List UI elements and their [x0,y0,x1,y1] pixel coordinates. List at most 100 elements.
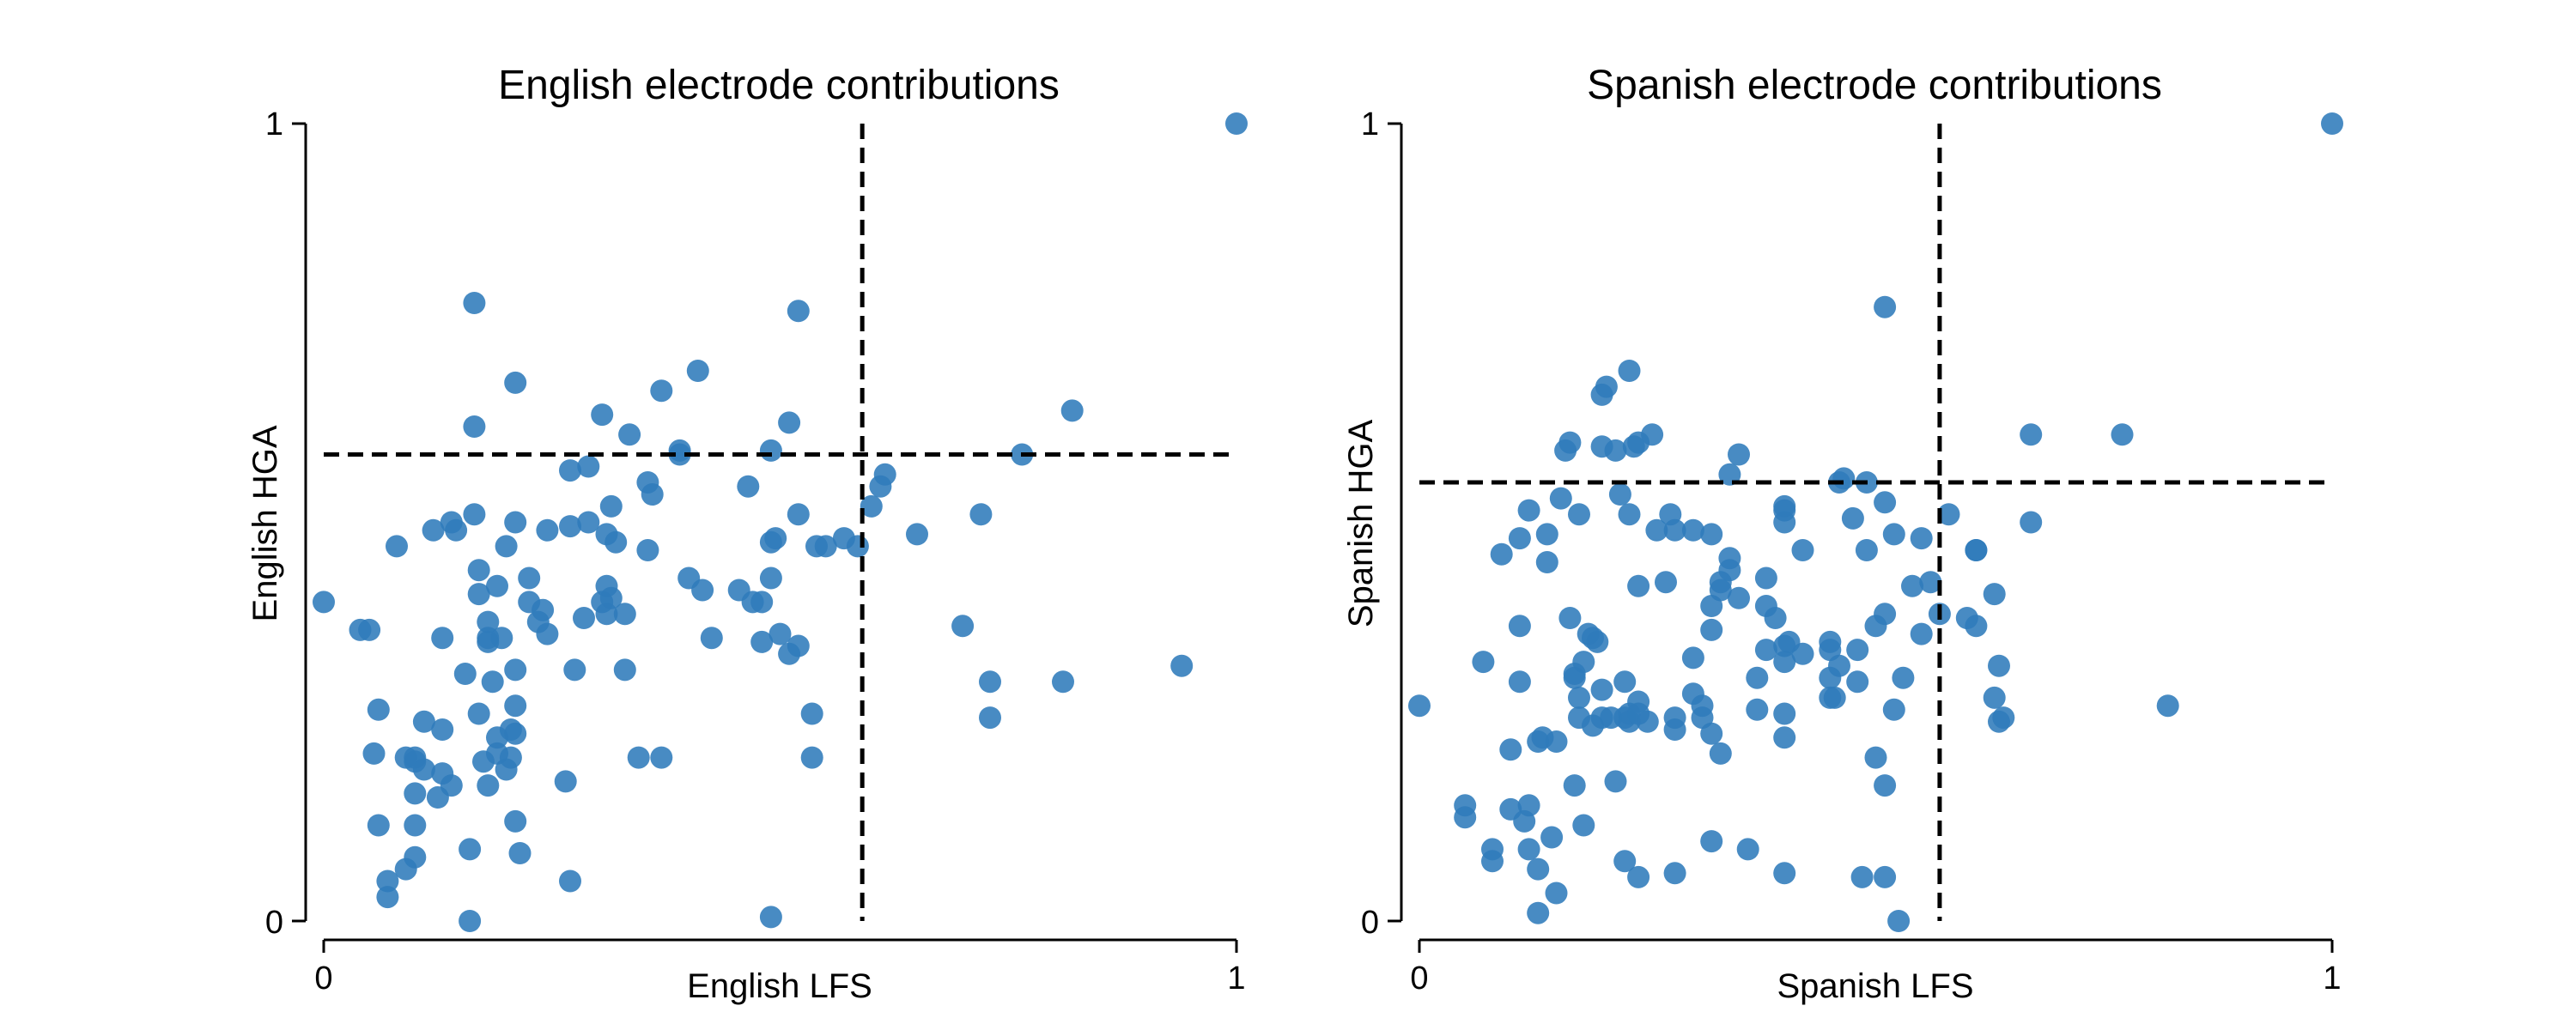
data-point [650,746,673,769]
y-tick-label-top: 1 [265,106,283,142]
data-point [759,439,782,462]
data-point [404,814,427,837]
chart-title: English electrode contributions [498,63,1060,108]
data-point [1773,726,1796,749]
data-point [1535,523,1558,546]
y-tick-label-top: 1 [1361,106,1379,142]
data-point [1608,483,1631,506]
data-point [1919,571,1942,594]
data-point [1170,654,1194,677]
data-point [1225,112,1248,135]
data-point [1874,865,1897,888]
data-point [459,838,482,861]
data-point [650,379,673,403]
data-point [691,579,714,602]
data-point [1545,730,1568,753]
data-point [518,566,541,590]
x-tick-label-left: 0 [314,960,332,997]
data-point [627,746,650,769]
panel-spanish: Spanish electrode contributions 1 0 0 1 … [1342,63,2343,1005]
data-point [1992,706,2015,730]
data-point [499,746,522,769]
data-point [1663,862,1686,885]
data-point [1846,639,1869,662]
data-point [1604,439,1627,462]
data-point [1568,503,1590,526]
data-point [1746,666,1769,689]
data-point [559,459,581,482]
data-point [1655,571,1677,594]
data-point [1901,574,1923,597]
data-point [1773,651,1796,674]
data-point [1618,503,1641,526]
data-point [1558,607,1582,629]
data-point [800,702,823,725]
data-point [599,586,623,609]
data-point [1874,774,1897,797]
data-point [1910,527,1933,550]
data-point [1882,698,1905,721]
data-point [737,475,760,498]
data-point [532,598,555,621]
data-point [358,618,381,641]
data-point [778,411,801,434]
data-point [394,746,417,769]
data-point [463,292,486,314]
data-point [591,403,614,427]
data-point [668,439,691,462]
data-point [463,503,486,526]
y-axis-label: Spanish HGA [1342,420,1380,628]
data-point [1764,607,1787,629]
data-point [700,627,723,650]
data-point [1490,542,1513,566]
data-point [573,607,595,629]
data-point [1874,491,1897,514]
data-point [1627,574,1650,597]
data-point [1700,618,1723,641]
data-point [641,483,664,506]
y-axis-label: English HGA [246,425,284,621]
data-point [1613,670,1637,694]
data-point [1773,499,1796,522]
data-point [1874,603,1897,626]
data-point [759,906,782,929]
data-point [1850,865,1874,888]
data-point [787,503,810,526]
data-point [490,627,513,650]
data-point [412,758,435,781]
data-point [1718,547,1741,570]
data-point [1681,646,1704,670]
data-point [979,670,1001,694]
data-point [536,622,559,645]
data-point [1508,670,1531,694]
data-point [2020,511,2043,534]
reference-lines [324,124,1236,921]
data-point [1508,527,1531,550]
data-point [1545,882,1568,905]
data-point [686,360,709,382]
data-point [504,722,527,745]
data-point [422,518,445,542]
data-point [559,869,581,893]
data-point [445,518,468,542]
data-point [1828,654,1850,677]
data-point [1481,838,1504,861]
data-point [467,583,490,606]
data-point [599,494,623,518]
data-point [1791,642,1814,665]
data-point [1508,615,1531,638]
data-point [1754,566,1777,590]
data-point [951,615,975,638]
reference-lines [1419,124,2332,921]
data-point [367,814,390,837]
data-point [495,535,518,558]
y-tick-label-bottom: 0 [265,905,283,941]
x-tick-label-right: 1 [1227,960,1245,997]
data-point [1874,295,1897,318]
data-point [1641,423,1664,446]
data-point [906,523,928,546]
data-point [800,746,823,769]
data-point [459,910,482,932]
data-point [1645,518,1668,542]
data-point [577,511,600,534]
